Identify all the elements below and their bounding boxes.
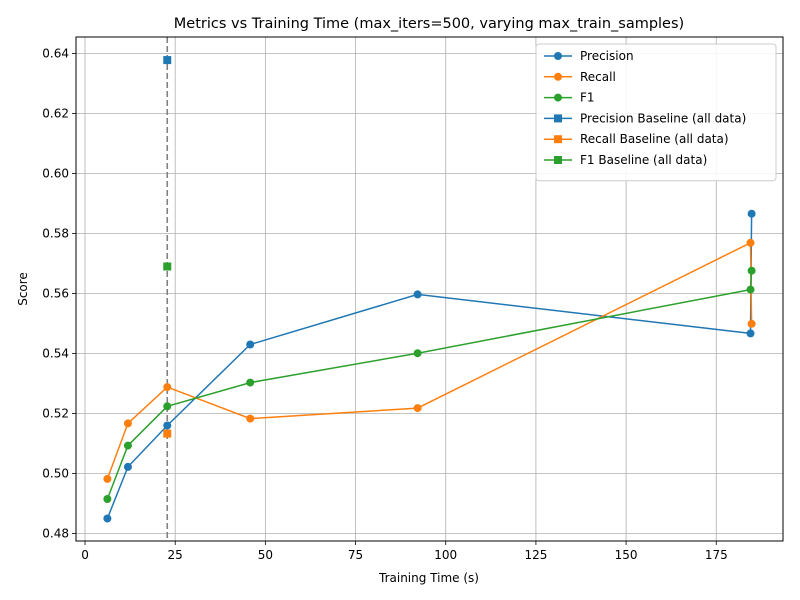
data-point [413, 290, 422, 299]
y-tick-label: 0.54 [42, 347, 69, 361]
legend-label: F1 [580, 91, 595, 105]
series-line [106, 241, 753, 480]
legend-marker [554, 72, 562, 81]
data-point [413, 404, 422, 413]
legend-marker-square [554, 135, 562, 144]
legend-marker-square [554, 114, 562, 123]
plot-frame [75, 36, 784, 542]
data-point [103, 495, 112, 503]
data-point [123, 462, 132, 471]
legend-label: Precision Baseline (all data) [580, 111, 746, 125]
legend-marker [554, 93, 562, 102]
data-point [163, 383, 172, 392]
series-f1 [103, 266, 756, 503]
series-precision [103, 209, 756, 523]
x-axis-label: Training Time (s) [378, 571, 479, 585]
legend-item-f1: F1 [544, 91, 595, 105]
x-axis: 0 25 50 75 100 125 150 175 [81, 541, 728, 562]
series-precision-baseline-all-data [163, 56, 172, 65]
y-tick-label: 0.62 [42, 107, 69, 121]
legend-label: Recall Baseline (all data) [580, 132, 729, 146]
y-tick-label: 0.58 [42, 227, 69, 241]
x-tick-label: 75 [348, 548, 363, 562]
y-axis-label: Score [16, 272, 30, 306]
data-point-square [163, 262, 172, 271]
data-point-square [163, 56, 172, 65]
y-tick-label: 0.52 [42, 407, 69, 421]
data-point [103, 514, 112, 523]
y-axis: 0.48 0.50 0.52 0.54 0.56 0.58 0.60 0.62 0.64 [42, 47, 76, 541]
data-point [123, 419, 132, 428]
series-line [106, 213, 753, 519]
y-tick-label: 0.56 [42, 287, 69, 301]
legend-box [535, 43, 777, 182]
x-tick-label: 125 [524, 548, 547, 562]
legend-label: Precision [580, 49, 634, 63]
legend-label: Recall [580, 70, 616, 84]
y-tick-label: 0.60 [42, 167, 69, 181]
data-point [746, 238, 755, 247]
data-point [746, 285, 755, 294]
data-point-square [163, 429, 172, 438]
legend-label: F1 Baseline (all data) [580, 153, 707, 167]
legend-marker-square [554, 156, 562, 164]
series-recall [103, 238, 756, 483]
legend: Precision Recall F1 Precision Baseline (all… [535, 43, 777, 182]
data-point [103, 474, 112, 483]
x-tick-label: 50 [258, 548, 273, 562]
data-point [747, 209, 756, 218]
series-recall-baseline-all-data [163, 429, 172, 438]
legend-item-recall: Recall [544, 70, 616, 84]
data-point [123, 441, 132, 450]
y-tick-label: 0.50 [42, 467, 69, 481]
series-layer [103, 56, 756, 523]
series-f1-baseline-all-data [163, 262, 172, 271]
data-point [163, 421, 172, 430]
data-point [747, 266, 756, 275]
x-tick-label: 150 [615, 548, 638, 562]
x-tick-label: 100 [434, 548, 457, 562]
data-point [246, 340, 255, 349]
y-tick-label: 0.64 [42, 47, 69, 61]
legend-item-recall-baseline-all-data: Recall Baseline (all data) [544, 132, 729, 146]
x-tick-label: 25 [168, 548, 183, 562]
x-tick-label: 0 [81, 548, 89, 562]
chart-title: Metrics vs Training Time (max_iters=500,… [174, 16, 684, 32]
series-line [106, 270, 753, 500]
data-point [163, 402, 172, 411]
data-point [246, 414, 255, 423]
data-point [746, 329, 755, 338]
data-point [413, 349, 422, 358]
data-point [747, 319, 756, 328]
y-tick-label: 0.48 [42, 527, 69, 541]
legend-item-precision: Precision [544, 49, 634, 63]
legend-item-f1-baseline-all-data: F1 Baseline (all data) [544, 153, 707, 167]
x-tick-label: 175 [705, 548, 728, 562]
legend-marker [554, 52, 562, 60]
legend-item-precision-baseline-all-data: Precision Baseline (all data) [544, 111, 746, 125]
data-point [246, 378, 255, 387]
